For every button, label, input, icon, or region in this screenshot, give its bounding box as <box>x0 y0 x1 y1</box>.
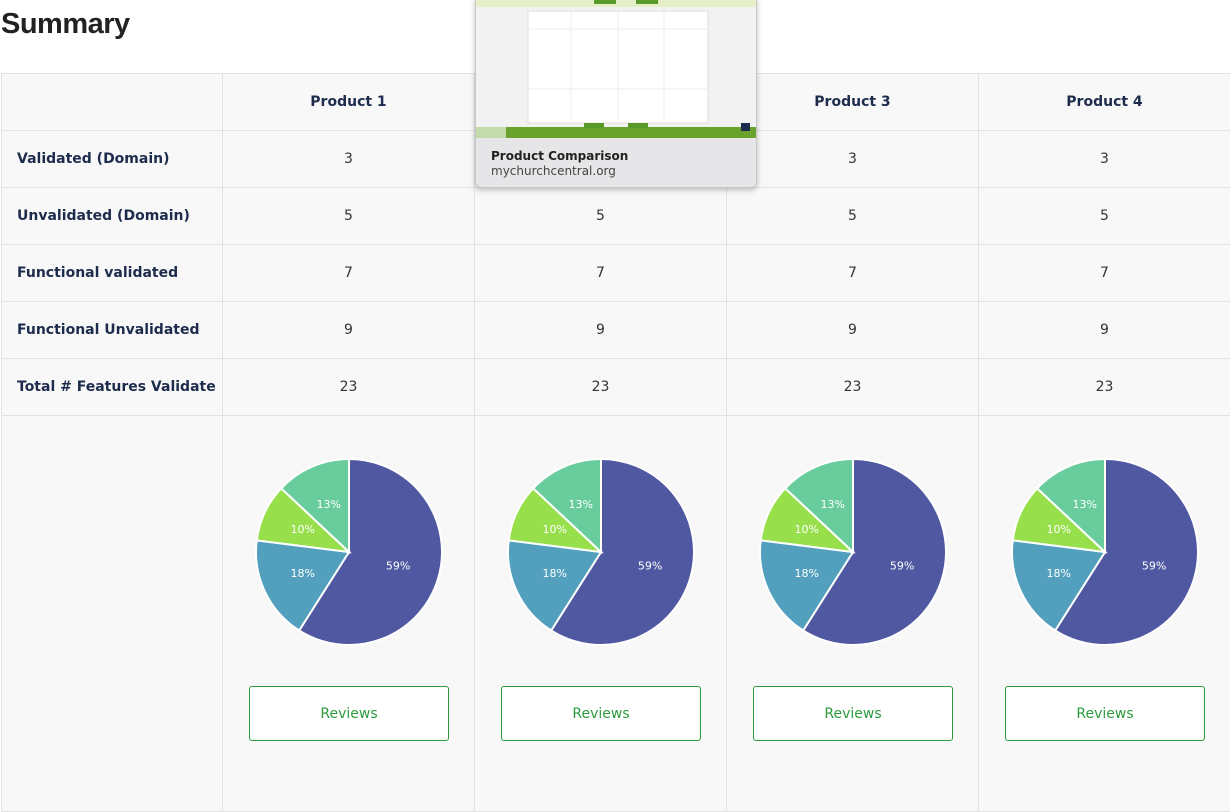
thumbnail-art <box>476 0 756 138</box>
reviews-button[interactable]: Reviews <box>249 686 449 741</box>
slice-label: 18% <box>794 567 818 580</box>
reviews-button[interactable]: Reviews <box>753 686 953 741</box>
table-value: 7 <box>726 244 979 302</box>
row-label: Validated (Domain) <box>1 130 223 188</box>
slice-label: 59% <box>890 559 914 572</box>
table-value: 3 <box>222 130 475 188</box>
pie-slice <box>507 539 603 632</box>
table-value: 7 <box>222 244 475 302</box>
chart-cell <box>1 415 223 812</box>
table-value: 9 <box>474 301 727 359</box>
reviews-button[interactable]: Reviews <box>1005 686 1205 741</box>
slice-label: 18% <box>1046 567 1070 580</box>
slice-label: 10% <box>542 523 566 536</box>
preview-title: Product Comparison <box>491 149 629 163</box>
row-label: Functional Unvalidated <box>1 301 223 359</box>
table-value: 7 <box>474 244 727 302</box>
pie-slice <box>549 457 695 646</box>
pie-slice <box>279 457 350 555</box>
column-header: Product 3 <box>726 73 979 131</box>
table-value: 23 <box>474 358 727 416</box>
table-value: 23 <box>222 358 475 416</box>
table-value: 9 <box>222 301 475 359</box>
pie-slice <box>1011 539 1107 632</box>
table-value: 9 <box>726 301 979 359</box>
table-value: 5 <box>222 187 475 245</box>
table-value: 7 <box>978 244 1230 302</box>
pie-slice <box>297 457 443 646</box>
table-value: 5 <box>978 187 1230 245</box>
column-header: Product 4 <box>978 73 1230 131</box>
pie-chart: 59% 18% 10%13% <box>507 457 695 646</box>
slice-label: 18% <box>542 567 566 580</box>
slice-label: 10% <box>290 523 314 536</box>
pie-slice <box>783 457 854 555</box>
pie-chart: 59% 18% 10%13% <box>1011 457 1199 646</box>
slice-label: 10% <box>794 523 818 536</box>
slice-label: 10% <box>1046 523 1070 536</box>
column-header: Product 1 <box>222 73 475 131</box>
page-title: Summary <box>1 8 130 40</box>
chart-cell: 59% 18% 10% 13% Reviews <box>222 415 475 812</box>
table-value: 23 <box>978 358 1230 416</box>
pie-chart: 59% 18% 10%13% <box>255 457 443 646</box>
slice-label: 13% <box>316 498 340 511</box>
preview-url: mychurchcentral.org <box>491 164 616 178</box>
table-value: 3 <box>726 130 979 188</box>
slice-label: 13% <box>1072 498 1096 511</box>
chart-cell: 59% 18% 10% 13% Reviews <box>474 415 727 812</box>
pie-slice <box>1053 457 1199 646</box>
preview-thumbnail <box>476 0 756 138</box>
reviews-button[interactable]: Reviews <box>501 686 701 741</box>
slice-label: 59% <box>386 559 410 572</box>
table-value: 9 <box>978 301 1230 359</box>
chart-cell: 59% 18% 10% 13% Reviews <box>726 415 979 812</box>
slice-label: 18% <box>290 567 314 580</box>
row-label: Functional validated <box>1 244 223 302</box>
table-value: 5 <box>726 187 979 245</box>
slice-label: 13% <box>820 498 844 511</box>
table-value: 5 <box>474 187 727 245</box>
pie-slice <box>801 457 947 646</box>
slice-label: 59% <box>638 559 662 572</box>
link-preview: Product Comparison mychurchcentral.org <box>475 0 757 188</box>
table-value: 23 <box>726 358 979 416</box>
row-label: Unvalidated (Domain) <box>1 187 223 245</box>
pie-slice <box>531 457 602 555</box>
pie-slice <box>1035 457 1106 555</box>
table-value: 3 <box>978 130 1230 188</box>
chart-cell: 59% 18% 10% 13% Reviews <box>978 415 1230 812</box>
pie-slice <box>255 539 351 632</box>
slice-label: 13% <box>568 498 592 511</box>
row-label: Total # Features Validate <box>1 358 223 416</box>
pie-slice <box>759 539 855 632</box>
slice-label: 59% <box>1142 559 1166 572</box>
header-cell <box>1 73 223 131</box>
pie-chart: 59% 18% 10%13% <box>759 457 947 646</box>
